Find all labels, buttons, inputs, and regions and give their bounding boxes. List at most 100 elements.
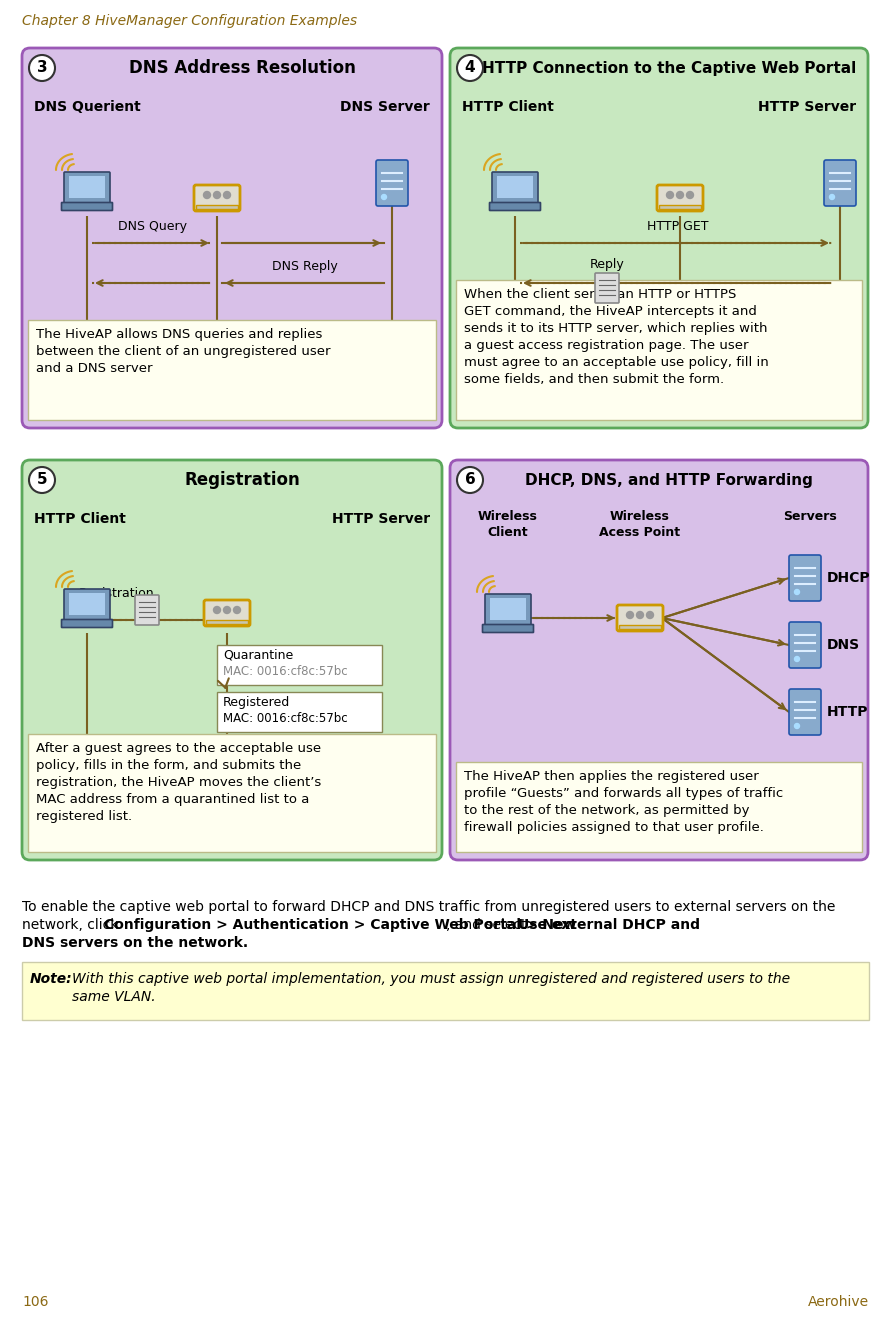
Bar xyxy=(659,204,701,208)
Text: Wireless
Acess Point: Wireless Acess Point xyxy=(600,510,681,539)
FancyBboxPatch shape xyxy=(204,600,250,626)
Text: , and select: , and select xyxy=(446,918,531,932)
Bar xyxy=(28,734,436,852)
FancyBboxPatch shape xyxy=(376,161,408,206)
Circle shape xyxy=(647,612,653,618)
Bar xyxy=(490,598,526,620)
Text: With this captive web portal implementation, you must assign unregistered and re: With this captive web portal implementat… xyxy=(72,971,790,986)
Bar xyxy=(217,645,382,685)
Circle shape xyxy=(224,606,231,613)
FancyBboxPatch shape xyxy=(64,589,110,621)
Text: DNS Querient: DNS Querient xyxy=(34,100,141,114)
Text: Aerohive: Aerohive xyxy=(808,1295,869,1308)
Bar xyxy=(497,176,533,198)
Text: 5: 5 xyxy=(37,472,47,487)
Bar xyxy=(69,593,105,614)
FancyBboxPatch shape xyxy=(657,184,703,211)
FancyBboxPatch shape xyxy=(485,594,531,626)
Text: HTTP Client: HTTP Client xyxy=(34,512,126,525)
FancyArrowPatch shape xyxy=(218,678,229,689)
FancyBboxPatch shape xyxy=(617,605,663,632)
Text: HTTP GET: HTTP GET xyxy=(647,220,708,234)
Bar xyxy=(206,620,248,624)
Bar xyxy=(22,962,869,1020)
FancyBboxPatch shape xyxy=(135,594,159,625)
Text: The HiveAP then applies the registered user
profile “Guests” and forwards all ty: The HiveAP then applies the registered u… xyxy=(464,770,783,833)
FancyBboxPatch shape xyxy=(492,173,538,204)
Circle shape xyxy=(676,191,683,199)
Text: Wireless
Client: Wireless Client xyxy=(478,510,538,539)
Text: 106: 106 xyxy=(22,1295,48,1308)
Circle shape xyxy=(224,191,231,199)
Text: 6: 6 xyxy=(464,472,476,487)
Text: Note:: Note: xyxy=(30,971,73,986)
Text: DNS Server: DNS Server xyxy=(340,100,430,114)
Text: DNS: DNS xyxy=(827,638,860,652)
Text: DHCP, DNS, and HTTP Forwarding: DHCP, DNS, and HTTP Forwarding xyxy=(525,472,813,487)
FancyBboxPatch shape xyxy=(61,203,112,211)
Text: To enable the captive web portal to forward DHCP and DNS traffic from unregister: To enable the captive web portal to forw… xyxy=(22,900,836,914)
Circle shape xyxy=(233,606,241,613)
Circle shape xyxy=(686,191,693,199)
FancyBboxPatch shape xyxy=(789,555,821,601)
Circle shape xyxy=(457,54,483,81)
Circle shape xyxy=(795,723,799,729)
Text: network, click: network, click xyxy=(22,918,123,932)
Text: HTTP: HTTP xyxy=(827,705,869,719)
Circle shape xyxy=(666,191,674,199)
Text: Registration: Registration xyxy=(184,471,300,490)
Text: HTTP Connection to the Captive Web Portal: HTTP Connection to the Captive Web Porta… xyxy=(482,61,856,76)
FancyBboxPatch shape xyxy=(789,689,821,735)
Text: DNS servers on the network.: DNS servers on the network. xyxy=(22,936,248,950)
Bar xyxy=(69,176,105,198)
Circle shape xyxy=(214,606,220,613)
Text: HTTP Client: HTTP Client xyxy=(462,100,554,114)
Text: When the client sends an HTTP or HTTPS
GET command, the HiveAP intercepts it and: When the client sends an HTTP or HTTPS G… xyxy=(464,288,769,386)
Circle shape xyxy=(795,589,799,594)
Text: Use external DHCP and: Use external DHCP and xyxy=(518,918,700,932)
Circle shape xyxy=(214,191,220,199)
Text: Quarantine: Quarantine xyxy=(223,649,293,662)
FancyBboxPatch shape xyxy=(450,48,868,429)
FancyBboxPatch shape xyxy=(595,273,619,303)
Text: MAC: 0016:cf8c:57bc: MAC: 0016:cf8c:57bc xyxy=(223,713,347,725)
Circle shape xyxy=(457,467,483,494)
Bar xyxy=(28,320,436,421)
Text: Configuration > Authentication > Captive Web Portal > New: Configuration > Authentication > Captive… xyxy=(104,918,576,932)
FancyBboxPatch shape xyxy=(489,203,541,211)
Text: DNS Address Resolution: DNS Address Resolution xyxy=(128,58,356,77)
Text: DNS Query: DNS Query xyxy=(118,220,186,234)
Text: DHCP: DHCP xyxy=(827,571,871,585)
Text: Servers: Servers xyxy=(783,510,837,523)
Circle shape xyxy=(381,195,387,199)
Text: Reply: Reply xyxy=(590,257,625,271)
Text: 4: 4 xyxy=(465,61,475,76)
Circle shape xyxy=(29,467,55,494)
Text: Registered: Registered xyxy=(223,695,290,709)
FancyBboxPatch shape xyxy=(483,625,534,633)
FancyBboxPatch shape xyxy=(824,161,856,206)
Circle shape xyxy=(29,54,55,81)
FancyBboxPatch shape xyxy=(64,173,110,204)
Text: same VLAN.: same VLAN. xyxy=(72,990,156,1005)
Bar xyxy=(196,204,238,208)
Text: DNS Reply: DNS Reply xyxy=(272,260,338,273)
Bar xyxy=(619,625,661,629)
FancyBboxPatch shape xyxy=(22,48,442,429)
Bar xyxy=(217,691,382,733)
FancyBboxPatch shape xyxy=(789,622,821,667)
Bar xyxy=(456,280,862,421)
Text: Registration: Registration xyxy=(79,587,155,600)
Text: HTTP Server: HTTP Server xyxy=(331,512,430,525)
Circle shape xyxy=(203,191,210,199)
Circle shape xyxy=(795,657,799,661)
Text: HTTP Server: HTTP Server xyxy=(758,100,856,114)
Text: MAC: 0016:cf8c:57bc: MAC: 0016:cf8c:57bc xyxy=(223,665,347,678)
Text: 3: 3 xyxy=(37,61,47,76)
FancyBboxPatch shape xyxy=(61,620,112,628)
Text: After a guest agrees to the acceptable use
policy, fills in the form, and submit: After a guest agrees to the acceptable u… xyxy=(36,742,322,823)
FancyBboxPatch shape xyxy=(194,184,240,211)
Circle shape xyxy=(636,612,643,618)
Circle shape xyxy=(626,612,634,618)
FancyBboxPatch shape xyxy=(22,460,442,860)
